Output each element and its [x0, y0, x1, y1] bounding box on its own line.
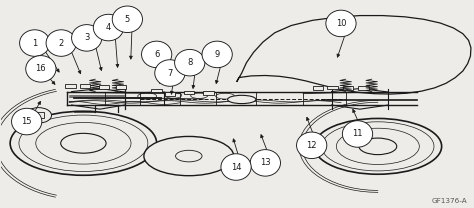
Ellipse shape [221, 154, 251, 180]
Text: 16: 16 [36, 64, 46, 73]
Text: 14: 14 [231, 162, 241, 172]
Ellipse shape [26, 108, 52, 123]
Ellipse shape [342, 121, 373, 147]
Text: 12: 12 [306, 141, 317, 150]
Ellipse shape [46, 30, 76, 56]
Circle shape [10, 111, 156, 175]
Bar [65, 84, 76, 88]
Text: 2: 2 [59, 38, 64, 48]
Text: 10: 10 [336, 19, 346, 28]
Circle shape [175, 150, 202, 162]
Ellipse shape [202, 41, 232, 68]
Ellipse shape [11, 108, 42, 135]
Text: 13: 13 [260, 158, 271, 167]
Circle shape [61, 133, 106, 153]
Bar [313, 86, 323, 90]
Ellipse shape [72, 25, 102, 51]
Bar [183, 91, 194, 94]
Bar [343, 86, 353, 90]
Ellipse shape [155, 60, 185, 86]
Text: 1: 1 [32, 38, 37, 48]
Ellipse shape [26, 56, 56, 82]
Bar [33, 112, 45, 119]
Text: 7: 7 [167, 68, 173, 78]
Bar [152, 89, 162, 92]
Bar [99, 85, 109, 89]
Bar [116, 85, 127, 89]
Text: 4: 4 [106, 23, 111, 32]
Text: 6: 6 [154, 50, 159, 59]
Ellipse shape [142, 41, 172, 68]
Text: 15: 15 [21, 117, 32, 126]
Bar [327, 86, 337, 89]
Ellipse shape [297, 132, 327, 158]
Circle shape [144, 136, 234, 176]
Circle shape [314, 119, 442, 174]
Text: GF1376-A: GF1376-A [432, 198, 468, 204]
Text: 5: 5 [125, 15, 130, 24]
Bar [203, 91, 214, 95]
Ellipse shape [93, 14, 124, 41]
Text: 9: 9 [215, 50, 220, 59]
Ellipse shape [250, 150, 281, 176]
Bar [358, 87, 369, 90]
Text: 8: 8 [187, 58, 192, 67]
Ellipse shape [228, 95, 256, 104]
Bar [164, 92, 175, 96]
Ellipse shape [112, 6, 143, 32]
Text: 11: 11 [352, 129, 363, 139]
Bar [80, 84, 90, 88]
Ellipse shape [174, 50, 205, 76]
Ellipse shape [19, 30, 50, 56]
Text: 3: 3 [84, 33, 90, 42]
Ellipse shape [326, 10, 356, 37]
Circle shape [359, 138, 397, 155]
